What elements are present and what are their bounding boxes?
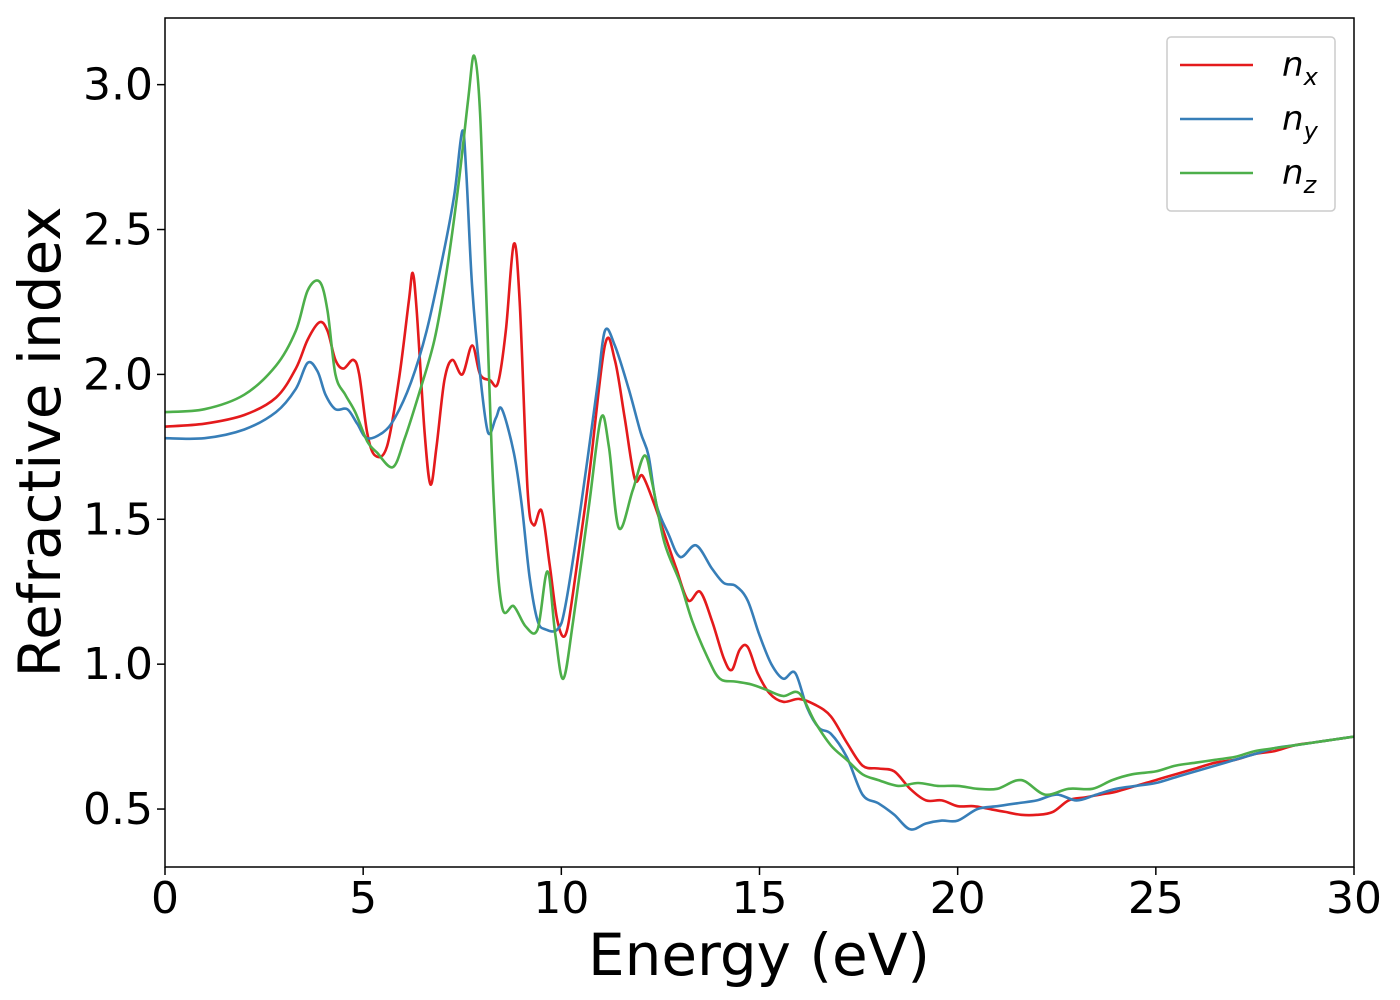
x-axis: 0 5 10 15 20 25 30 [151, 867, 1382, 924]
y-tick-label: 1.0 [83, 639, 153, 690]
legend-label-main: n [1282, 45, 1304, 85]
y-tick-label: 2.5 [83, 205, 153, 256]
series-layer [165, 54, 1354, 831]
y-axis: 0.5 1.0 1.5 2.0 2.5 3.0 [83, 60, 165, 835]
x-tick-label: 15 [732, 873, 788, 924]
legend-label-n-x: nx [1282, 45, 1319, 91]
series-line-n-z [165, 54, 1354, 797]
y-tick-label: 3.0 [83, 60, 153, 111]
x-tick-label: 20 [930, 873, 986, 924]
x-tick-label: 0 [151, 873, 179, 924]
legend-label-subscript: y [1303, 117, 1319, 145]
legend-label-n-z: nz [1282, 153, 1318, 199]
x-tick-label: 5 [349, 873, 377, 924]
legend-box [1166, 36, 1336, 212]
y-tick-label: 2.0 [83, 349, 153, 400]
legend-label-main: n [1282, 153, 1304, 193]
legend-label-main: n [1282, 99, 1304, 139]
legend-label-n-y: ny [1282, 99, 1319, 145]
y-tick-label: 1.5 [83, 494, 153, 545]
legend-label-subscript: z [1303, 171, 1318, 199]
y-axis-title: Refractive index [6, 206, 74, 677]
x-tick-label: 25 [1128, 873, 1184, 924]
series-line-n-y [165, 129, 1354, 831]
legend-label-subscript: x [1303, 63, 1319, 91]
x-tick-label: 30 [1326, 873, 1382, 924]
y-tick-label: 0.5 [83, 784, 153, 835]
x-tick-label: 10 [533, 873, 589, 924]
x-axis-title: Energy (eV) [588, 921, 930, 989]
series-line-n-x [165, 242, 1354, 817]
